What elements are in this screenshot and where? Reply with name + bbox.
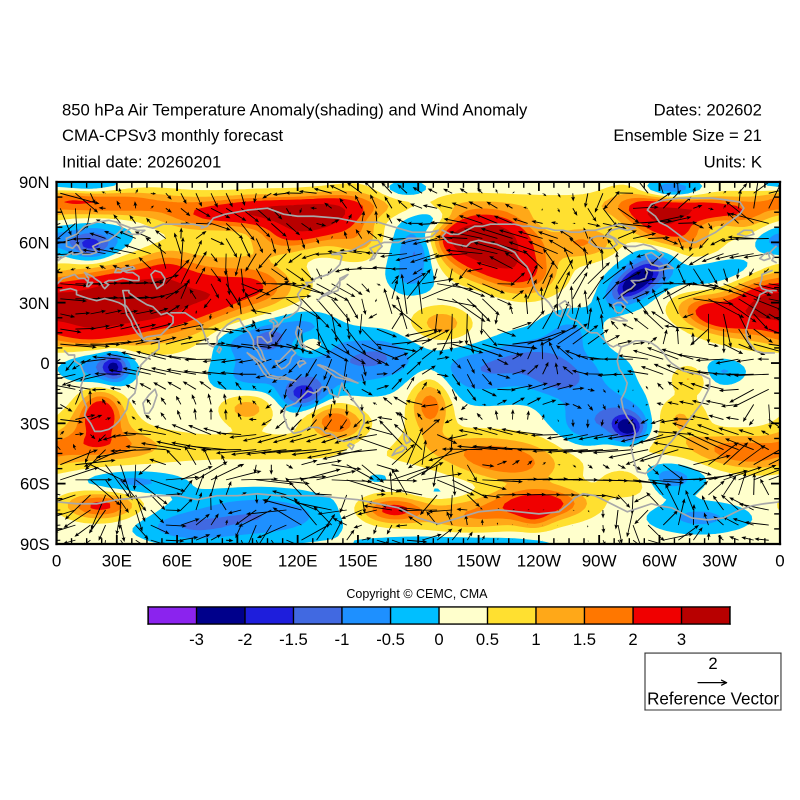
svg-text:0.5: 0.5 (476, 630, 499, 649)
svg-text:60W: 60W (642, 552, 677, 571)
svg-text:0: 0 (434, 630, 443, 649)
svg-text:CMA-CPSv3 monthly forecast: CMA-CPSv3 monthly forecast (62, 126, 284, 145)
svg-text:2: 2 (708, 654, 717, 673)
svg-text:90S: 90S (20, 535, 50, 554)
svg-text:-3: -3 (189, 630, 204, 649)
svg-text:60S: 60S (20, 475, 50, 494)
svg-text:Reference Vector: Reference Vector (647, 690, 779, 709)
svg-text:90E: 90E (222, 552, 252, 571)
svg-text:30S: 30S (20, 414, 50, 433)
svg-text:-1.5: -1.5 (279, 630, 308, 649)
svg-text:180: 180 (404, 552, 432, 571)
svg-text:Copyright © CEMC, CMA: Copyright © CEMC, CMA (346, 587, 488, 601)
svg-text:60N: 60N (19, 233, 50, 252)
svg-text:Initial date: 20260201: Initial date: 20260201 (62, 152, 221, 171)
svg-text:120W: 120W (517, 552, 561, 571)
svg-text:-2: -2 (238, 630, 253, 649)
svg-text:30W: 30W (702, 552, 737, 571)
svg-text:30E: 30E (102, 552, 132, 571)
svg-text:-0.5: -0.5 (376, 630, 405, 649)
svg-text:30N: 30N (19, 294, 50, 313)
svg-text:Dates: 202602: Dates: 202602 (654, 100, 762, 119)
svg-text:0: 0 (40, 354, 49, 373)
svg-text:60E: 60E (162, 552, 192, 571)
svg-text:0: 0 (52, 552, 61, 571)
svg-text:150W: 150W (456, 552, 500, 571)
svg-text:-1: -1 (335, 630, 350, 649)
svg-text:2: 2 (628, 630, 637, 649)
svg-text:120E: 120E (278, 552, 318, 571)
svg-text:Ensemble Size = 21: Ensemble Size = 21 (613, 126, 762, 145)
svg-text:0: 0 (775, 552, 784, 571)
svg-text:1: 1 (531, 630, 540, 649)
svg-text:1.5: 1.5 (573, 630, 596, 649)
svg-text:150E: 150E (338, 552, 378, 571)
svg-text:90N: 90N (19, 173, 50, 192)
svg-text:90W: 90W (582, 552, 617, 571)
svg-text:Units: K: Units: K (704, 152, 762, 171)
svg-text:3: 3 (677, 630, 686, 649)
svg-text:850 hPa Air Temperature Anomal: 850 hPa Air Temperature Anomaly(shading)… (62, 100, 528, 119)
